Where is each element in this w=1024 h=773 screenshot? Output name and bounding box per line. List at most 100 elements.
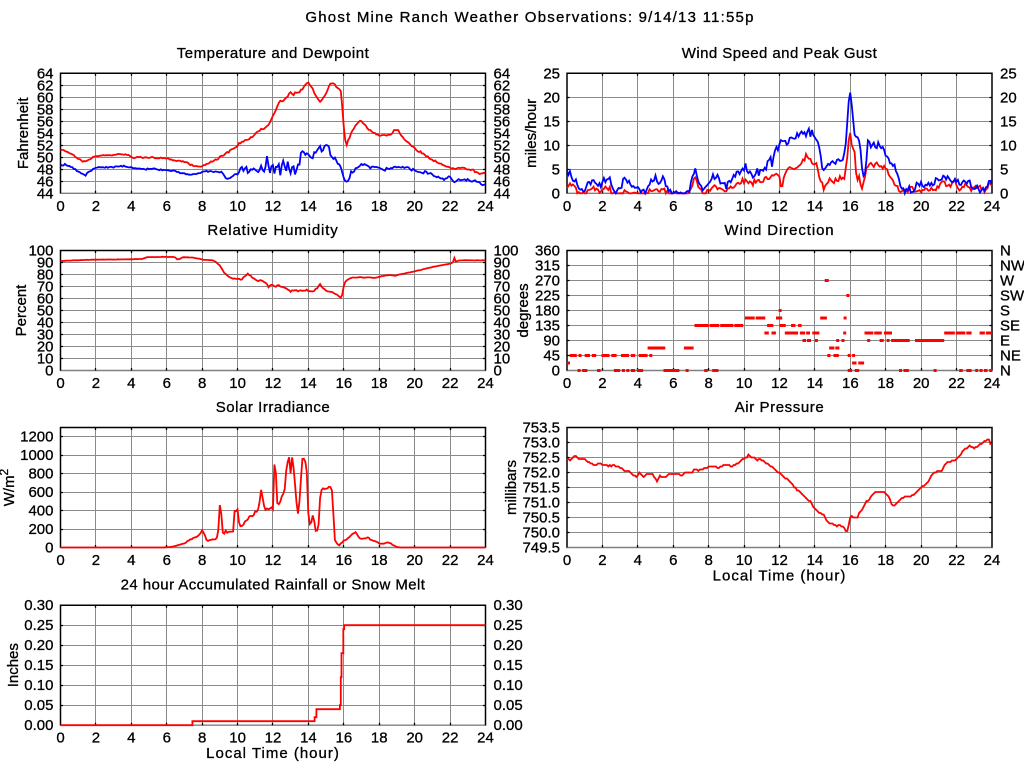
svg-text:225: 225 (535, 288, 560, 305)
svg-text:NW: NW (1000, 258, 1024, 275)
svg-text:6: 6 (163, 375, 171, 392)
svg-text:180: 180 (535, 303, 560, 320)
svg-text:10: 10 (229, 730, 246, 747)
svg-text:25: 25 (1000, 65, 1017, 82)
svg-text:10: 10 (736, 375, 753, 392)
svg-text:30: 30 (37, 327, 54, 344)
svg-text:24: 24 (984, 375, 1001, 392)
svg-text:60: 60 (37, 89, 54, 106)
svg-text:800: 800 (28, 466, 53, 483)
svg-text:8: 8 (198, 730, 206, 747)
svg-text:750.5: 750.5 (522, 510, 560, 527)
svg-text:80: 80 (494, 267, 511, 284)
svg-text:20: 20 (37, 339, 54, 356)
svg-text:58: 58 (37, 101, 54, 118)
svg-text:56: 56 (37, 113, 54, 130)
svg-text:52: 52 (494, 137, 511, 154)
svg-text:50: 50 (37, 303, 54, 320)
svg-text:100: 100 (494, 243, 519, 260)
svg-text:Wind Direction: Wind Direction (724, 222, 834, 239)
svg-text:1000: 1000 (20, 447, 53, 464)
svg-text:62: 62 (494, 77, 511, 94)
svg-text:749.5: 749.5 (522, 540, 560, 557)
svg-text:14: 14 (807, 375, 824, 392)
svg-text:22: 22 (442, 198, 459, 215)
svg-text:18: 18 (877, 375, 894, 392)
svg-text:2: 2 (92, 730, 100, 747)
svg-text:14: 14 (300, 198, 317, 215)
svg-text:10: 10 (1000, 137, 1017, 154)
svg-text:Solar Irradiance: Solar Irradiance (216, 399, 331, 416)
svg-text:10: 10 (494, 351, 511, 368)
svg-text:20: 20 (406, 552, 423, 569)
svg-text:18: 18 (371, 198, 388, 215)
svg-text:58: 58 (494, 101, 511, 118)
svg-text:8: 8 (704, 375, 712, 392)
svg-text:0: 0 (56, 198, 64, 215)
svg-text:6: 6 (669, 552, 677, 569)
svg-text:30: 30 (494, 327, 511, 344)
svg-text:600: 600 (28, 484, 53, 501)
svg-text:70: 70 (494, 279, 511, 296)
svg-text:2: 2 (92, 552, 100, 569)
svg-text:E: E (1000, 333, 1010, 350)
svg-text:90: 90 (37, 255, 54, 272)
svg-text:4: 4 (127, 552, 135, 569)
svg-text:4: 4 (634, 198, 642, 215)
svg-text:24: 24 (984, 198, 1001, 215)
svg-text:0: 0 (45, 363, 53, 380)
svg-text:54: 54 (37, 125, 54, 142)
svg-text:14: 14 (807, 198, 824, 215)
svg-text:40: 40 (494, 315, 511, 332)
svg-text:14: 14 (300, 552, 317, 569)
svg-text:12: 12 (771, 552, 788, 569)
svg-text:20: 20 (406, 730, 423, 747)
svg-text:2: 2 (598, 198, 606, 215)
svg-text:50: 50 (37, 149, 54, 166)
svg-text:315: 315 (535, 258, 560, 275)
svg-text:24: 24 (477, 552, 494, 569)
svg-text:10: 10 (543, 137, 560, 154)
svg-text:25: 25 (543, 65, 560, 82)
svg-text:50: 50 (494, 303, 511, 320)
svg-text:24: 24 (477, 198, 494, 215)
svg-text:8: 8 (198, 375, 206, 392)
svg-text:10: 10 (37, 351, 54, 368)
svg-text:750.0: 750.0 (522, 525, 560, 542)
svg-text:753.0: 753.0 (522, 435, 560, 452)
svg-text:0.25: 0.25 (494, 617, 523, 634)
svg-text:millibars: millibars (503, 460, 520, 515)
svg-text:6: 6 (163, 198, 171, 215)
svg-text:48: 48 (37, 161, 54, 178)
svg-text:S: S (1000, 303, 1010, 320)
svg-text:44: 44 (494, 185, 511, 202)
svg-text:48: 48 (494, 161, 511, 178)
svg-text:0.25: 0.25 (24, 617, 53, 634)
svg-text:2: 2 (92, 375, 100, 392)
svg-text:46: 46 (37, 173, 54, 190)
svg-text:20: 20 (913, 375, 930, 392)
svg-text:SW: SW (1000, 288, 1024, 305)
svg-text:0: 0 (1000, 185, 1008, 202)
svg-text:4: 4 (634, 552, 642, 569)
svg-text:46: 46 (494, 173, 511, 190)
svg-text:12: 12 (265, 198, 282, 215)
svg-text:22: 22 (948, 198, 965, 215)
svg-text:751.5: 751.5 (522, 480, 560, 497)
svg-text:0.30: 0.30 (494, 597, 523, 614)
svg-text:12: 12 (771, 198, 788, 215)
svg-text:20: 20 (406, 375, 423, 392)
svg-text:360: 360 (535, 243, 560, 260)
svg-text:Local Time (hour): Local Time (hour) (713, 568, 847, 585)
svg-text:8: 8 (704, 552, 712, 569)
svg-text:18: 18 (371, 552, 388, 569)
svg-text:2: 2 (598, 552, 606, 569)
svg-text:0.00: 0.00 (494, 717, 523, 734)
svg-text:22: 22 (948, 552, 965, 569)
svg-text:4: 4 (634, 375, 642, 392)
svg-text:N: N (1000, 243, 1011, 260)
svg-text:4: 4 (127, 375, 135, 392)
svg-text:8: 8 (198, 198, 206, 215)
svg-text:22: 22 (948, 375, 965, 392)
svg-text:52: 52 (37, 137, 54, 154)
